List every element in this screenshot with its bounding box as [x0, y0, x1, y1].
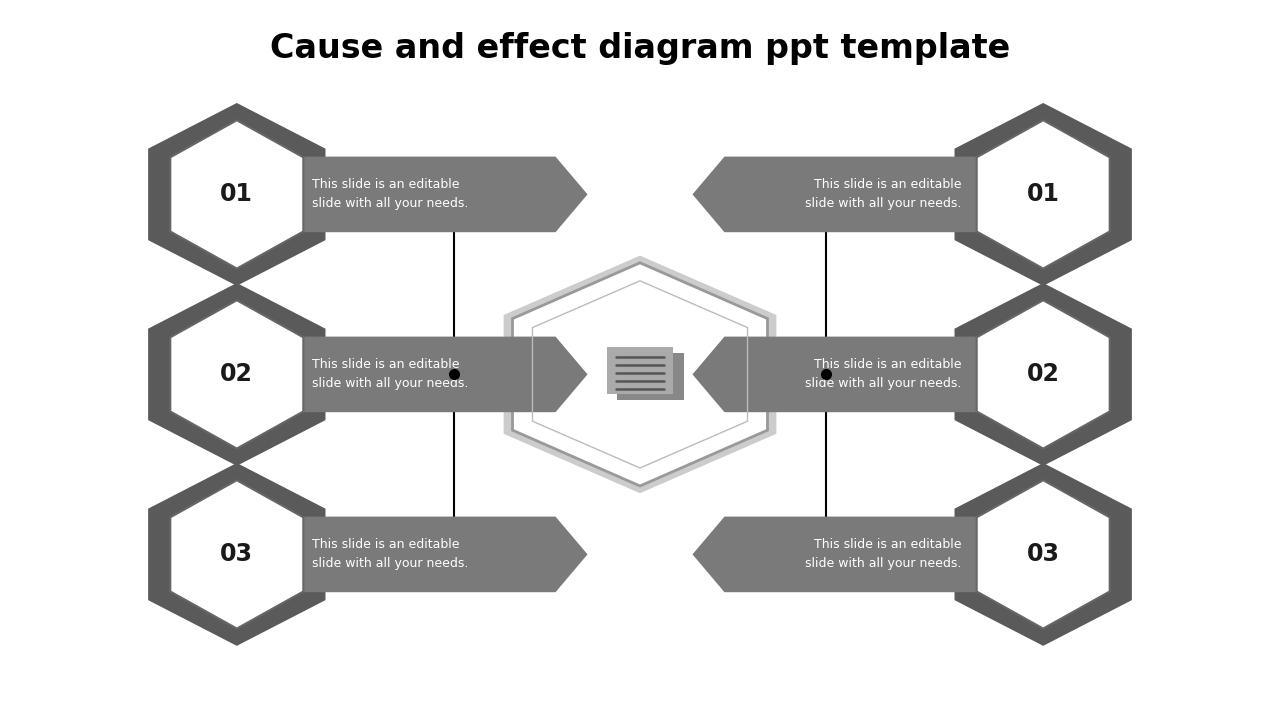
Polygon shape [170, 120, 303, 269]
Text: This slide is an editable
slide with all your needs.: This slide is an editable slide with all… [312, 539, 468, 570]
Polygon shape [955, 283, 1132, 466]
Text: 02: 02 [220, 362, 253, 387]
Polygon shape [148, 463, 325, 646]
Polygon shape [977, 480, 1110, 629]
Polygon shape [692, 516, 1087, 592]
Text: This slide is an editable
slide with all your needs.: This slide is an editable slide with all… [805, 539, 961, 570]
Text: 01: 01 [1027, 182, 1060, 207]
Polygon shape [170, 480, 303, 629]
Polygon shape [512, 263, 768, 486]
Text: This slide is an editable
slide with all your needs.: This slide is an editable slide with all… [312, 359, 468, 390]
Polygon shape [193, 516, 588, 592]
Text: 03: 03 [1027, 542, 1060, 567]
Polygon shape [148, 283, 325, 466]
Polygon shape [193, 337, 588, 412]
Text: This slide is an editable
slide with all your needs.: This slide is an editable slide with all… [312, 179, 468, 210]
Bar [617, 353, 684, 400]
Polygon shape [955, 463, 1132, 646]
Text: This slide is an editable
slide with all your needs.: This slide is an editable slide with all… [805, 359, 961, 390]
Text: This slide is an editable
slide with all your needs.: This slide is an editable slide with all… [805, 179, 961, 210]
Bar [607, 347, 673, 395]
Polygon shape [692, 157, 1087, 232]
Polygon shape [148, 103, 325, 286]
Polygon shape [977, 300, 1110, 449]
Polygon shape [692, 337, 1087, 412]
Polygon shape [977, 120, 1110, 269]
Text: 03: 03 [220, 542, 253, 567]
Polygon shape [955, 103, 1132, 286]
Text: Cause and effect diagram ppt template: Cause and effect diagram ppt template [270, 32, 1010, 66]
Polygon shape [193, 157, 588, 232]
Text: 01: 01 [220, 182, 253, 207]
Polygon shape [170, 300, 303, 449]
Polygon shape [503, 256, 777, 493]
Text: 02: 02 [1027, 362, 1060, 387]
